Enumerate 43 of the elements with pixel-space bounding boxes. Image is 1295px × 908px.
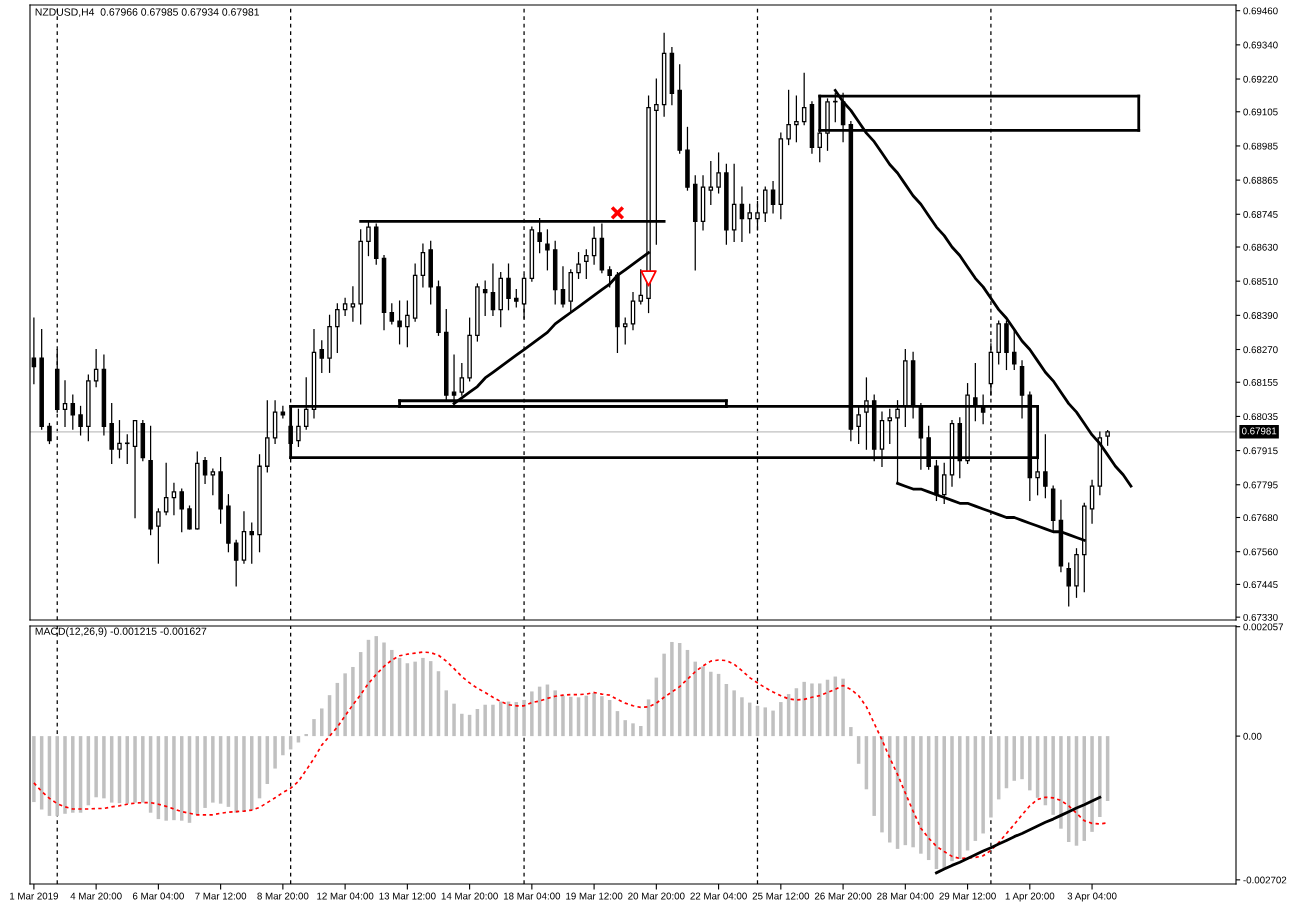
x-tick-label: 22 Mar 04:00 bbox=[690, 892, 747, 900]
y-tick-label: 0.67795 bbox=[1243, 481, 1278, 489]
y-tick-label: 0.68270 bbox=[1243, 346, 1278, 354]
x-tick-label: 1 Apr 20:00 bbox=[1005, 892, 1055, 902]
y-tick-label: 0.67445 bbox=[1243, 581, 1278, 589]
x-tick-label: 28 Mar 04:00 bbox=[877, 892, 934, 900]
x-tick-label: 19 Mar 12:00 bbox=[566, 892, 623, 900]
x-tick-label: 6 Mar 04:00 bbox=[132, 892, 184, 900]
y-tick-label: 0.69220 bbox=[1243, 75, 1278, 83]
y-tick-label: 0.68630 bbox=[1243, 243, 1278, 251]
y-tick-label: 0.68390 bbox=[1243, 312, 1278, 319]
x-tick-label: 18 Mar 04:00 bbox=[503, 892, 561, 900]
x-tick-label: 3 Apr 04:00 bbox=[1067, 892, 1117, 902]
y-tick-label: 0.68155 bbox=[1243, 378, 1278, 386]
x-tick-label: 12 Mar 04:00 bbox=[317, 892, 374, 900]
y-tick-label: 0.00 bbox=[1243, 732, 1262, 740]
y-tick-label: 0.68985 bbox=[1243, 142, 1278, 150]
x-tick-label: 14 Mar 20:00 bbox=[441, 892, 498, 900]
y-tick-label: 0.69340 bbox=[1243, 41, 1278, 49]
chart-title: MACD(12,26,9) -0.001215 -0.001627 bbox=[35, 627, 207, 637]
y-tick-label: 0.68865 bbox=[1243, 176, 1278, 184]
x-tick-label: 26 Mar 20:00 bbox=[814, 892, 872, 900]
y-tick-label: 0.67330 bbox=[1243, 613, 1278, 621]
y-tick-label: 0.69460 bbox=[1243, 7, 1278, 15]
y-tick-label: 0.68510 bbox=[1243, 277, 1278, 285]
x-tick-label: 7 Mar 12:00 bbox=[195, 892, 247, 900]
y-tick-label: 0.68745 bbox=[1243, 211, 1278, 218]
y-tick-label: 0.002057 bbox=[1243, 623, 1284, 631]
x-tick-label: 25 Mar 12:00 bbox=[752, 892, 810, 900]
x-tick-label: 20 Mar 20:00 bbox=[628, 892, 685, 900]
chart-title: NZDUSD,H4 0.67966 0.67985 0.67934 0.67981 bbox=[35, 8, 260, 17]
ref-line-label: 0.67981 bbox=[1241, 427, 1277, 435]
x-tick-label: 1 Mar 2019 bbox=[10, 892, 59, 900]
y-tick-label: 0.67560 bbox=[1243, 548, 1278, 556]
x-tick-label: 8 Mar 20:00 bbox=[257, 892, 309, 900]
y-tick-label: 0.67680 bbox=[1243, 514, 1278, 522]
x-tick-label: 13 Mar 12:00 bbox=[379, 892, 436, 900]
y-tick-label: -0.002702 bbox=[1243, 876, 1287, 884]
x-tick-label: 4 Mar 20:00 bbox=[70, 892, 122, 900]
x-tick-label: 29 Mar 12:00 bbox=[939, 892, 996, 900]
y-tick-label: 0.69105 bbox=[1243, 108, 1278, 116]
y-tick-label: 0.67915 bbox=[1243, 447, 1278, 455]
y-tick-label: 0.68035 bbox=[1243, 413, 1278, 421]
